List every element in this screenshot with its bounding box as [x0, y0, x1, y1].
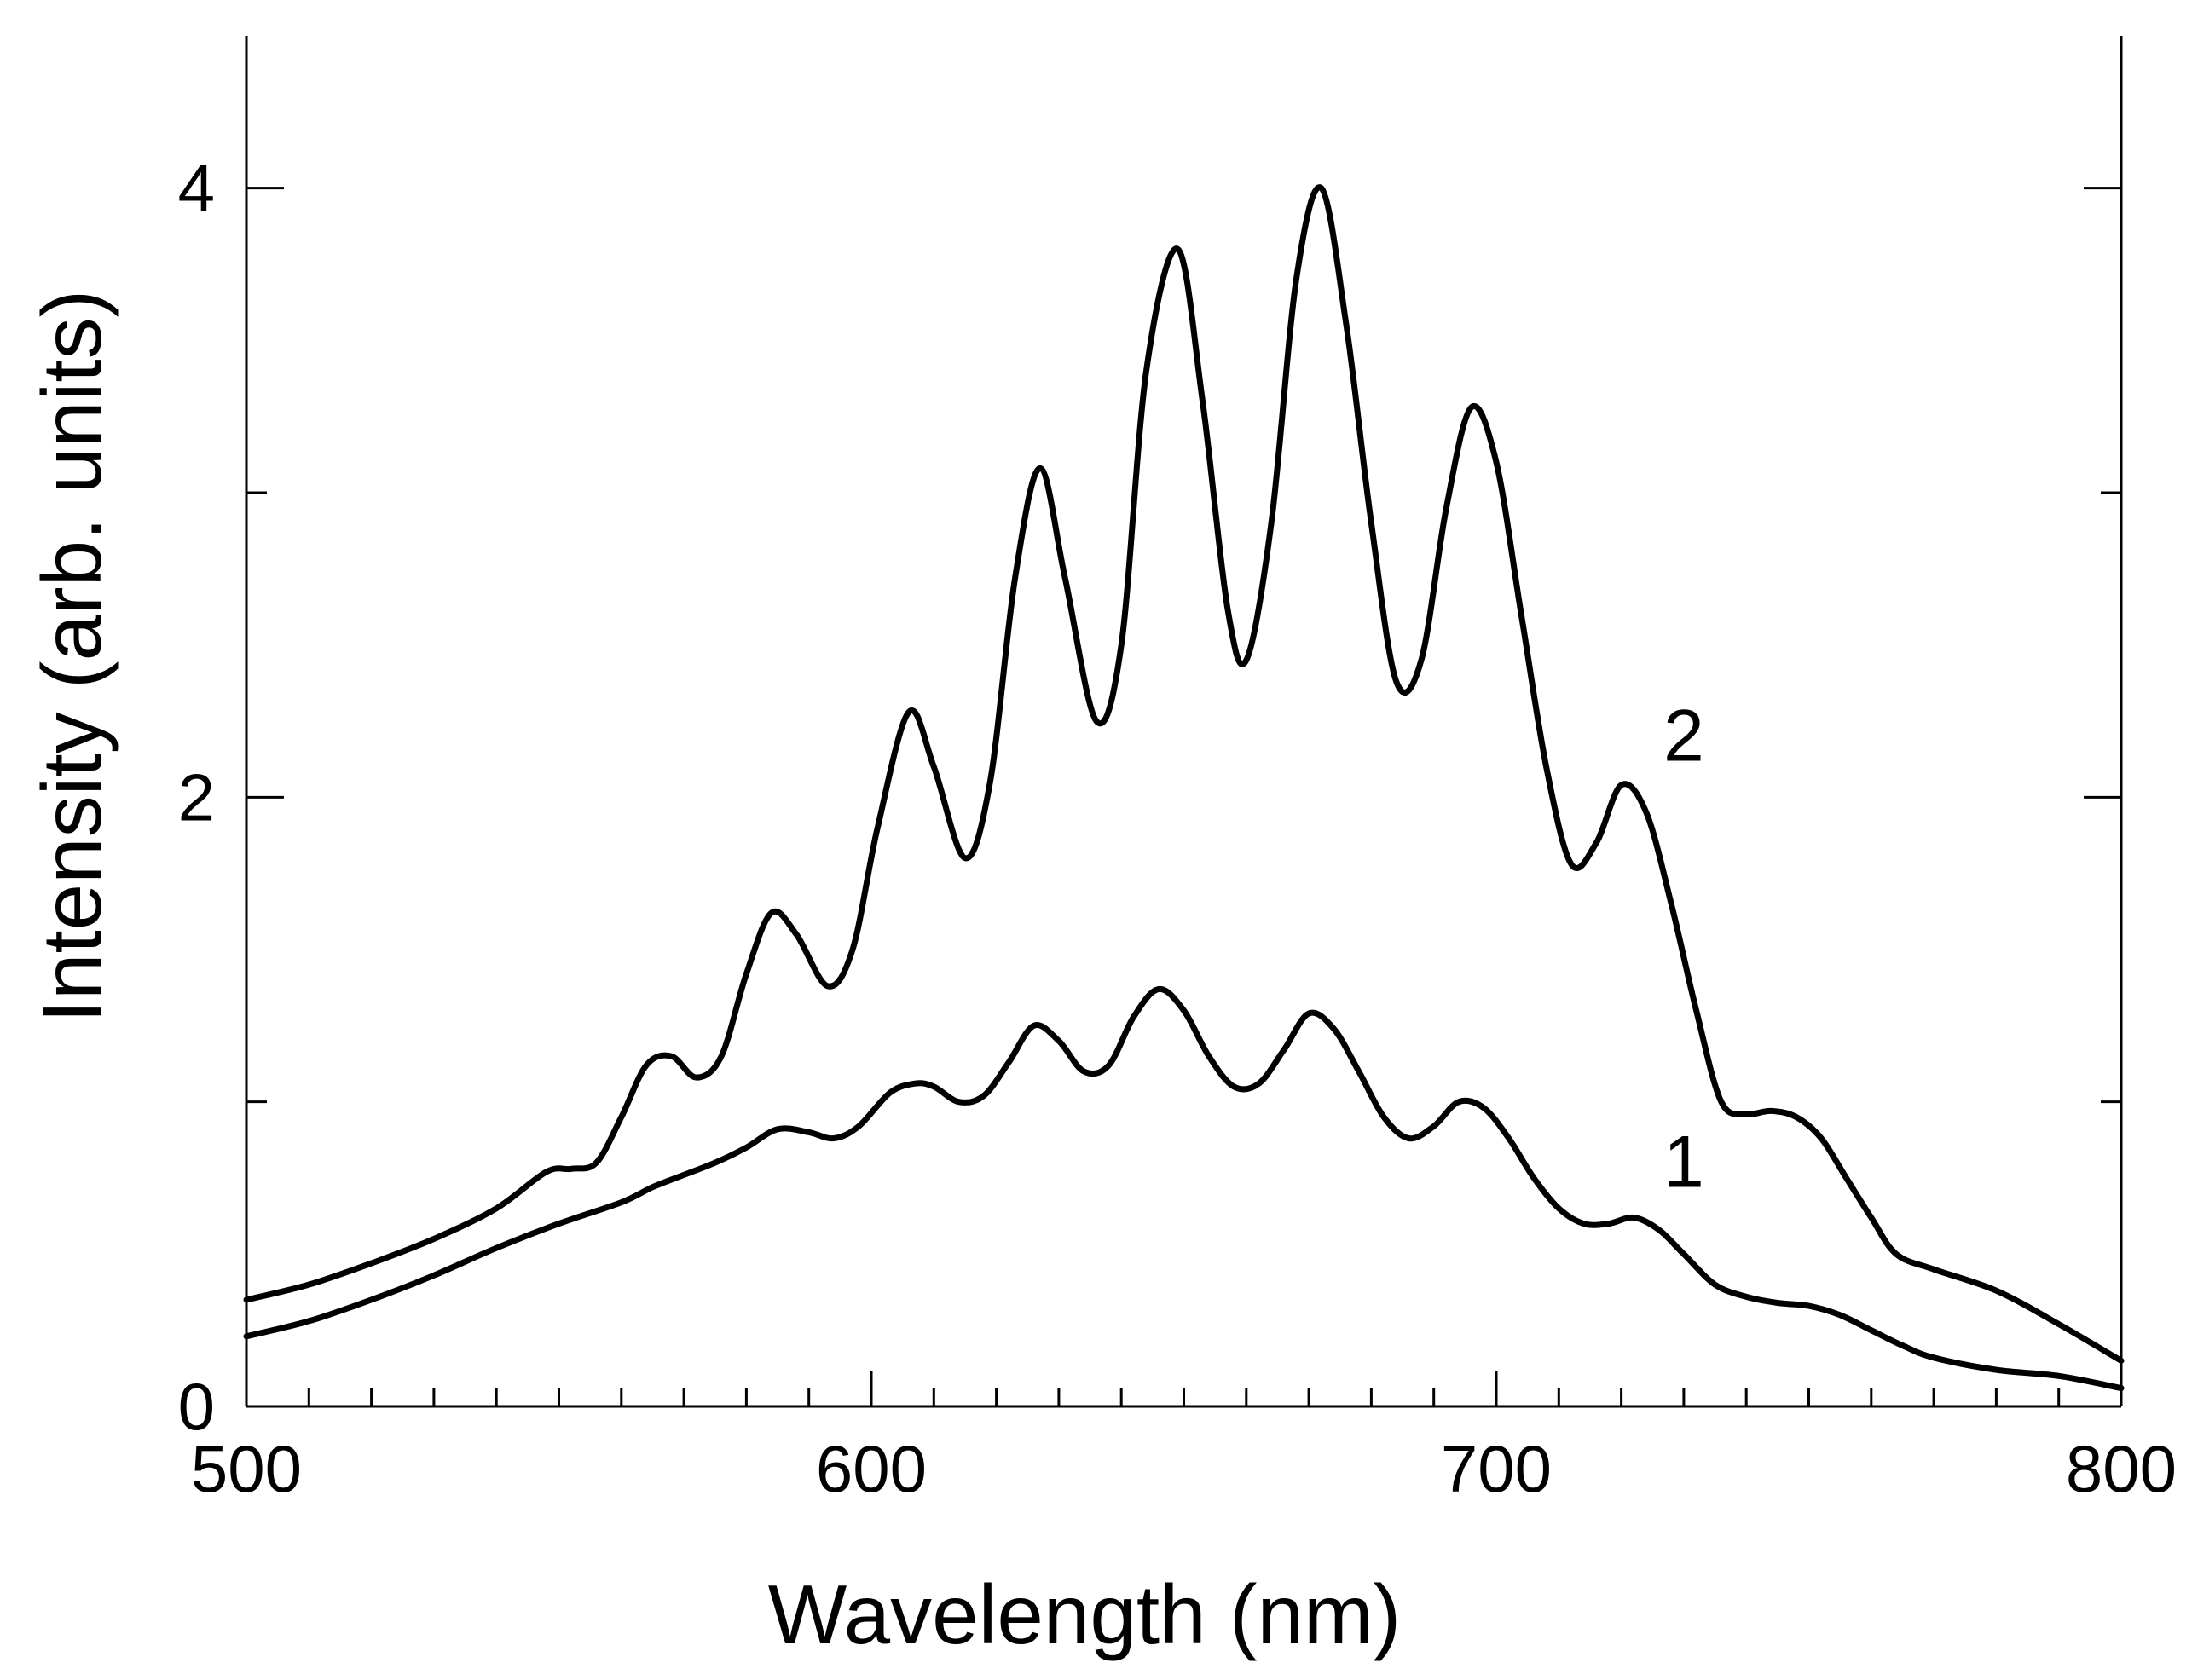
x-tick-label: 700 [1441, 1431, 1552, 1506]
x-tick-label: 800 [2066, 1431, 2177, 1506]
series-label-1: 1 [1663, 1122, 1704, 1204]
series-line-1 [243, 986, 2125, 1392]
labels-layer: Wavelength (nm) Intensity (arb. units) 5… [25, 151, 2177, 1661]
series-line-2 [243, 184, 2125, 1364]
y-tick-label: 2 [178, 759, 215, 834]
y-tick-label: 0 [178, 1369, 215, 1444]
x-tick-label: 600 [816, 1431, 927, 1506]
series-layer [243, 184, 2125, 1392]
y-axis-title: Intensity (arb. units) [25, 290, 119, 1024]
ticks-layer [246, 187, 2121, 1406]
x-axis-title: Wavelength (nm) [768, 1567, 1402, 1661]
axes-layer [245, 36, 2123, 1408]
series-label-2: 2 [1663, 695, 1704, 776]
x-tick-label: 500 [191, 1431, 302, 1506]
y-tick-label: 4 [178, 151, 215, 226]
